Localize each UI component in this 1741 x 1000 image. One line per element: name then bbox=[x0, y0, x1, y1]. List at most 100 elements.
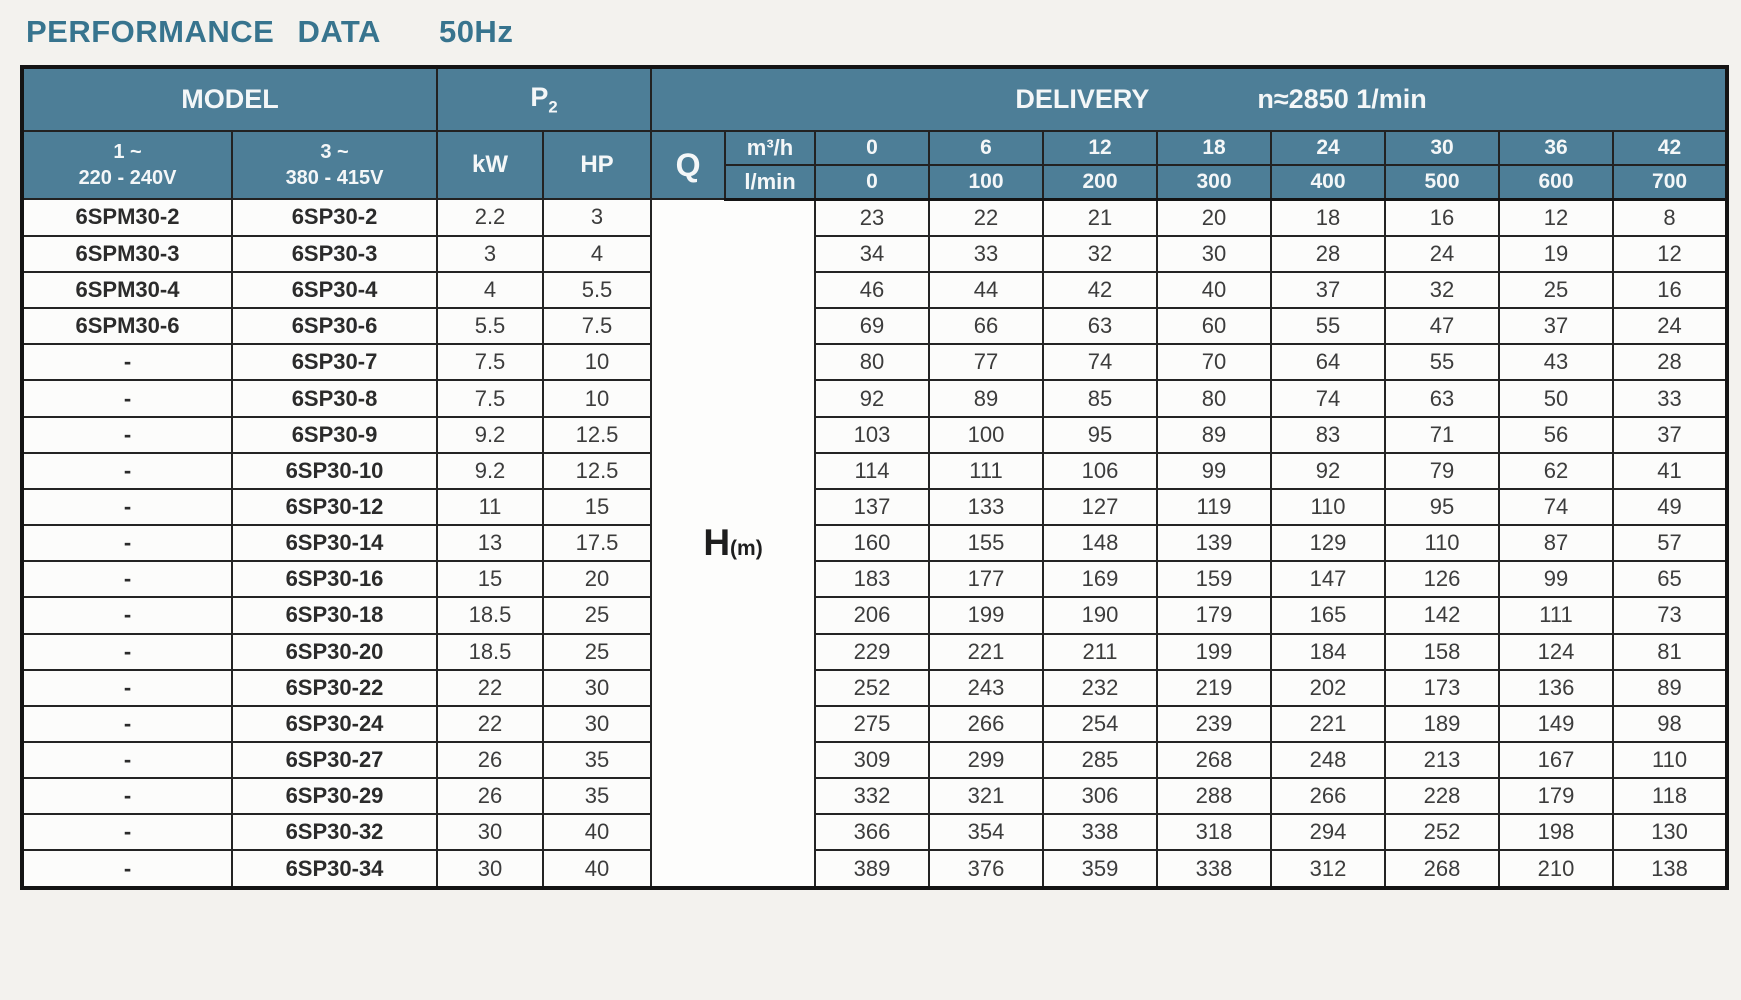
kw-value-cell: 30 bbox=[436, 813, 544, 852]
head-value-cell: 80 bbox=[1156, 379, 1273, 418]
head-value-cell: 179 bbox=[1156, 596, 1273, 635]
head-value-cell: 221 bbox=[928, 632, 1045, 671]
q-header: Q bbox=[650, 130, 727, 200]
kw-value-cell: 15 bbox=[436, 560, 544, 599]
head-value-cell: 89 bbox=[928, 379, 1045, 418]
model-1phase-cell: - bbox=[21, 740, 233, 780]
head-value-cell: 199 bbox=[1156, 632, 1273, 671]
flow-m3h-12: 12 bbox=[1042, 130, 1159, 166]
table-row: -6SP30-29 26 35 332 321 306 288 266 228 179 118 bbox=[21, 777, 1729, 816]
head-value-cell: 69 bbox=[814, 307, 931, 346]
table-row: -6SP30-27 26 35 309 299 285 268 248 213 167 110 bbox=[21, 740, 1729, 780]
head-value-cell: 376 bbox=[928, 849, 1045, 889]
frequency-label: 50Hz bbox=[438, 14, 514, 49]
head-value-cell: 142 bbox=[1384, 596, 1501, 635]
head-value-cell: 20 bbox=[1156, 198, 1273, 237]
head-value-cell: 65 bbox=[1612, 560, 1729, 599]
head-value-cell: 37 bbox=[1612, 415, 1729, 454]
hp-value-cell: 35 bbox=[541, 740, 653, 780]
kw-value-cell: 26 bbox=[436, 740, 544, 780]
model-1phase-cell: - bbox=[21, 379, 233, 418]
unit-m3h-header: m³/h bbox=[724, 130, 817, 166]
kw-value-cell: 13 bbox=[436, 524, 544, 563]
head-value-cell: 46 bbox=[814, 270, 931, 310]
head-value-cell: 354 bbox=[928, 813, 1045, 852]
kw-value-cell: 30 bbox=[436, 849, 544, 889]
model-1phase-cell: - bbox=[21, 560, 233, 599]
model-3phase-cell: 6SP30-9 bbox=[231, 415, 438, 454]
head-value-cell: 219 bbox=[1156, 668, 1273, 707]
kw-value-cell: 4 bbox=[436, 270, 544, 310]
head-value-cell: 239 bbox=[1156, 704, 1273, 743]
head-value-cell: 288 bbox=[1156, 777, 1273, 816]
head-value-cell: 184 bbox=[1270, 632, 1387, 671]
head-value-cell: 177 bbox=[928, 560, 1045, 599]
model-1phase-cell: - bbox=[21, 668, 233, 707]
head-value-cell: 147 bbox=[1270, 560, 1387, 599]
head-value-cell: 190 bbox=[1042, 596, 1159, 635]
unit-lmin-header: l/min bbox=[724, 164, 817, 201]
head-value-cell: 92 bbox=[814, 379, 931, 418]
head-value-cell: 133 bbox=[928, 487, 1045, 527]
head-value-cell: 129 bbox=[1270, 524, 1387, 563]
head-value-cell: 366 bbox=[814, 813, 931, 852]
hp-value-cell: 15 bbox=[541, 487, 653, 527]
kw-value-cell: 3 bbox=[436, 234, 544, 273]
head-value-cell: 64 bbox=[1270, 343, 1387, 382]
head-value-cell: 306 bbox=[1042, 777, 1159, 816]
head-value-cell: 92 bbox=[1270, 451, 1387, 490]
head-value-cell: 99 bbox=[1156, 451, 1273, 490]
kw-value-cell: 11 bbox=[436, 487, 544, 527]
head-value-cell: 49 bbox=[1612, 487, 1729, 527]
hp-value-cell: 25 bbox=[541, 596, 653, 635]
model-3phase-cell: 6SP30-16 bbox=[231, 560, 438, 599]
head-value-cell: 198 bbox=[1498, 813, 1615, 852]
flow-lmin-100: 100 bbox=[928, 164, 1045, 201]
head-value-cell: 33 bbox=[1612, 379, 1729, 418]
head-value-cell: 254 bbox=[1042, 704, 1159, 743]
model-3phase-cell: 6SP30-27 bbox=[231, 740, 438, 780]
model-1phase-cell: 6SPM30-2 bbox=[21, 198, 233, 237]
flow-lmin-300: 300 bbox=[1156, 164, 1273, 201]
head-value-cell: 148 bbox=[1042, 524, 1159, 563]
head-value-cell: 37 bbox=[1270, 270, 1387, 310]
hp-value-cell: 4 bbox=[541, 234, 653, 273]
hp-value-cell: 30 bbox=[541, 668, 653, 707]
head-value-cell: 111 bbox=[928, 451, 1045, 490]
head-value-cell: 199 bbox=[928, 596, 1045, 635]
table-row: -6SP30-10 9.2 12.5 114 111 106 99 92 79 62 41 bbox=[21, 451, 1729, 490]
hp-value-cell: 25 bbox=[541, 632, 653, 671]
model-1phase-cell: - bbox=[21, 813, 233, 852]
head-value-cell: 25 bbox=[1498, 270, 1615, 310]
head-value-cell: 37 bbox=[1498, 307, 1615, 346]
head-value-cell: 126 bbox=[1384, 560, 1501, 599]
table-row: -6SP30-8 7.5 10 92 89 85 80 74 63 50 33 bbox=[21, 379, 1729, 418]
head-value-cell: 24 bbox=[1384, 234, 1501, 273]
head-value-cell: 55 bbox=[1384, 343, 1501, 382]
table-row: -6SP30-9 9.2 12.5 103 100 95 89 83 71 56 37 bbox=[21, 415, 1729, 454]
table-row: 6SPM30-4 6SP30-4 4 5.5 46 44 42 40 37 32 25 16 bbox=[21, 270, 1729, 310]
flow-m3h-24: 24 bbox=[1270, 130, 1387, 166]
page-title: PERFORMANCE DATA 50Hz bbox=[26, 14, 513, 50]
head-value-cell: 359 bbox=[1042, 849, 1159, 889]
head-value-cell: 137 bbox=[814, 487, 931, 527]
head-value-cell: 138 bbox=[1612, 849, 1729, 889]
hp-value-cell: 17.5 bbox=[541, 524, 653, 563]
head-value-cell: 99 bbox=[1498, 560, 1615, 599]
model-1phase-cell: - bbox=[21, 524, 233, 563]
model-1phase-cell: - bbox=[21, 415, 233, 454]
head-value-cell: 165 bbox=[1270, 596, 1387, 635]
head-value-cell: 95 bbox=[1384, 487, 1501, 527]
head-value-cell: 159 bbox=[1156, 560, 1273, 599]
head-value-cell: 100 bbox=[928, 415, 1045, 454]
head-value-cell: 160 bbox=[814, 524, 931, 563]
model-1phase-cell: - bbox=[21, 487, 233, 527]
head-value-cell: 211 bbox=[1042, 632, 1159, 671]
head-value-cell: 266 bbox=[1270, 777, 1387, 816]
head-value-cell: 77 bbox=[928, 343, 1045, 382]
table-row: 6SPM30-6 6SP30-6 5.5 7.5 69 66 63 60 55 47 37 24 bbox=[21, 307, 1729, 346]
head-value-cell: 312 bbox=[1270, 849, 1387, 889]
head-value-cell: 202 bbox=[1270, 668, 1387, 707]
head-value-cell: 228 bbox=[1384, 777, 1501, 816]
hp-value-cell: 12.5 bbox=[541, 451, 653, 490]
